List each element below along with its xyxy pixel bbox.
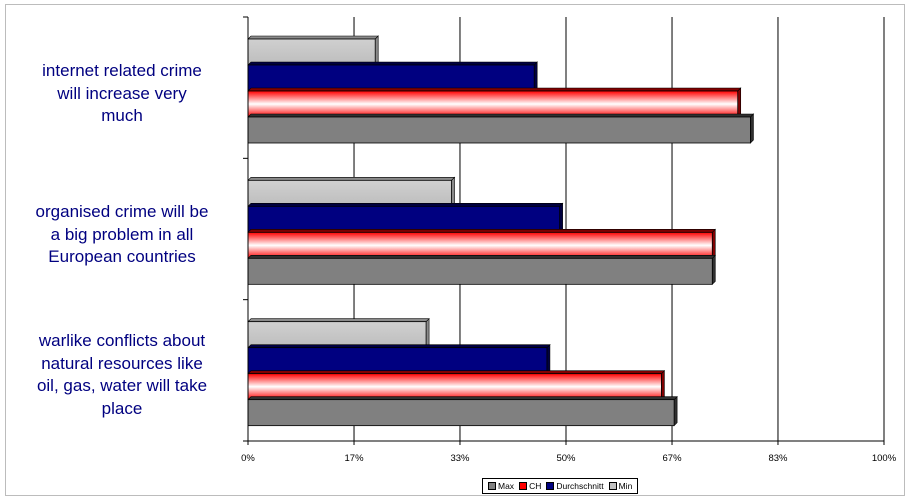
- bar-top: [247, 318, 430, 322]
- bar-top: [247, 87, 742, 92]
- bars: [247, 35, 755, 427]
- bar-top: [247, 255, 717, 259]
- bar-side: [533, 61, 538, 92]
- bar-min-1: [247, 38, 376, 66]
- legend-swatch: [608, 482, 617, 490]
- legend-item-max: Max: [488, 481, 514, 491]
- category-label-line: natural resources like: [41, 353, 203, 373]
- category-label-1: internet related crime will increase very…: [6, 60, 238, 128]
- bar-top: [247, 113, 755, 118]
- bar-max-2: [247, 257, 713, 285]
- bar-side: [750, 113, 754, 144]
- x-tick-label: 33%: [450, 453, 470, 464]
- bar-top: [247, 177, 456, 181]
- bar-min-2: [247, 179, 452, 207]
- axes: 0% 17% 33% 50% 67% 83% 100%: [241, 16, 897, 464]
- legend-label: Durchschnitt: [556, 481, 604, 491]
- bar-top: [247, 229, 717, 233]
- bar-side: [711, 254, 716, 286]
- bar-top: [247, 396, 678, 400]
- bar-ch-1: [247, 90, 739, 118]
- bar-top: [247, 35, 379, 40]
- bar-durchschnitt-3: [247, 347, 548, 375]
- bar-top: [247, 203, 564, 207]
- bar-side: [374, 35, 379, 66]
- x-tick-label: 67%: [663, 453, 683, 464]
- bar-top: [247, 370, 666, 374]
- legend-swatch: [546, 482, 555, 490]
- x-tick-label: 50%: [556, 453, 576, 464]
- legend-item-durchschnitt: Durchschnitt: [546, 481, 604, 491]
- legend-item-min: Min: [608, 481, 633, 491]
- bar-side: [425, 317, 430, 349]
- bar-max-3: [247, 399, 675, 427]
- bar-side: [661, 369, 665, 401]
- bar-top: [247, 61, 538, 66]
- category-label-line: internet related crime: [42, 61, 202, 81]
- bar-side: [546, 343, 551, 375]
- legend-label: CH: [529, 481, 542, 491]
- category-label-line: warlike conflicts about: [38, 331, 206, 350]
- legend-item-ch: CH: [519, 481, 541, 491]
- x-tick-label: 17%: [345, 453, 365, 464]
- bar-ch-3: [247, 373, 662, 401]
- x-tick-label: 100%: [872, 453, 897, 464]
- bar-durchschnitt-1: [247, 64, 535, 92]
- category-label-line: European countries: [48, 247, 196, 267]
- category-label-line: will increase very: [57, 83, 187, 103]
- legend: Max CH Durchschnitt Min: [482, 478, 639, 494]
- category-label-3: warlike conflicts about natural resources…: [6, 330, 238, 420]
- bar-ch-2: [247, 231, 713, 259]
- bar-side: [737, 87, 742, 118]
- category-label-2: organised crime will be a big problem in …: [6, 201, 238, 269]
- category-label-line: organised crime will be: [35, 202, 209, 222]
- legend-label: Min: [618, 481, 633, 491]
- bar-side: [673, 395, 678, 427]
- legend-swatch: [519, 482, 528, 490]
- category-label-line: place: [101, 398, 143, 418]
- category-label-line: a big problem in all: [50, 224, 194, 244]
- x-tick-label: 83%: [768, 453, 788, 464]
- x-tick-label: 0%: [241, 453, 255, 464]
- bar-durchschnitt-2: [247, 205, 561, 233]
- bar-side: [711, 228, 716, 260]
- category-label-line: oil, gas, water will take: [36, 376, 208, 395]
- bar-side: [559, 202, 563, 234]
- category-label-line: much: [101, 106, 143, 126]
- bar-top: [247, 344, 551, 348]
- bar-max-1: [247, 116, 751, 144]
- legend-label: Max: [498, 481, 515, 491]
- legend-swatch: [488, 482, 496, 490]
- bar-side: [451, 176, 455, 208]
- bar-min-3: [247, 321, 427, 349]
